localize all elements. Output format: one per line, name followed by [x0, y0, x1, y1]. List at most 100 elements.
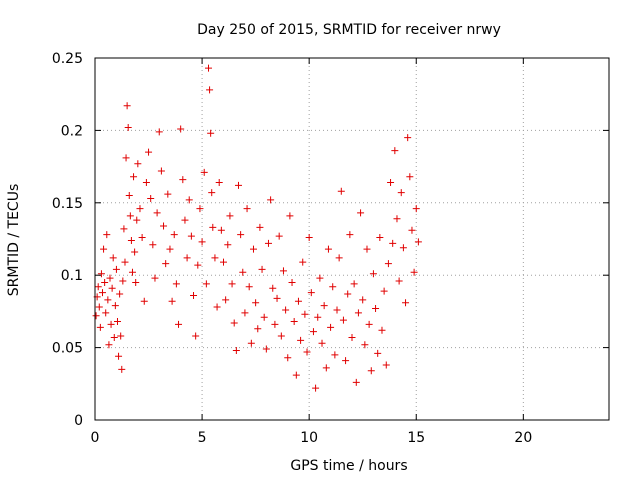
plot-frame [94, 57, 610, 421]
data-point [125, 192, 133, 200]
data-point [116, 290, 124, 298]
data-point [292, 371, 300, 379]
x-tick-label: 0 [91, 430, 100, 446]
data-point [331, 351, 339, 359]
data-point [206, 86, 214, 94]
data-point [232, 346, 240, 354]
data-point [155, 128, 163, 136]
data-point [162, 260, 170, 268]
data-point [254, 325, 262, 333]
y-tick-label: 0.1 [61, 268, 83, 284]
data-point [372, 305, 380, 313]
x-tick-label: 20 [514, 430, 532, 446]
data-point [130, 173, 138, 181]
data-point [215, 179, 223, 187]
data-point [121, 258, 129, 266]
data-point [177, 125, 185, 133]
data-point [230, 319, 238, 327]
data-point [410, 268, 418, 276]
data-point [211, 254, 219, 262]
data-point [327, 323, 335, 331]
data-point [213, 303, 221, 311]
data-point [384, 260, 392, 268]
data-point [147, 194, 155, 202]
data-point [350, 280, 358, 288]
data-point [249, 245, 257, 253]
data-point [192, 332, 200, 340]
data-point [271, 320, 279, 328]
data-point [183, 254, 191, 262]
data-point [134, 160, 142, 168]
data-point [395, 277, 403, 285]
data-point [175, 320, 183, 328]
data-point [228, 280, 236, 288]
x-axis-label: GPS time / hours [290, 458, 407, 474]
data-point [226, 212, 234, 220]
data-point [359, 296, 367, 304]
data-point [402, 299, 410, 307]
x-tick-label: 5 [198, 430, 207, 446]
data-point [305, 234, 313, 242]
data-point [241, 309, 249, 317]
data-point [205, 64, 213, 72]
data-point [376, 234, 384, 242]
x-tick-label: 15 [407, 430, 425, 446]
data-point [414, 238, 422, 246]
data-point [245, 283, 253, 291]
data-point [389, 239, 397, 247]
data-point [105, 341, 113, 349]
data-point [157, 167, 165, 175]
data-point [243, 205, 251, 213]
data-point [277, 332, 285, 340]
data-point [166, 245, 174, 253]
data-point [374, 349, 382, 357]
data-point [209, 223, 217, 231]
data-point [320, 302, 328, 310]
data-point [126, 212, 134, 220]
data-point [170, 231, 178, 239]
data-point [335, 254, 343, 262]
data-point [322, 364, 330, 372]
data-point [106, 274, 114, 282]
data-point [138, 234, 146, 242]
data-point [136, 205, 144, 213]
data-point [145, 148, 153, 156]
y-tick-label: 0.25 [52, 51, 83, 67]
data-point [314, 313, 322, 321]
data-point [290, 318, 298, 326]
data-point [393, 215, 401, 223]
y-tick-label: 0.05 [52, 341, 83, 357]
data-point [115, 352, 123, 360]
data-point [172, 280, 180, 288]
data-point [391, 147, 399, 155]
data-point [299, 258, 307, 266]
data-point [200, 168, 208, 176]
data-point [179, 176, 187, 184]
data-point [127, 236, 135, 244]
data-point [318, 339, 326, 347]
data-point [95, 303, 103, 311]
data-point [301, 310, 309, 318]
data-point [365, 320, 373, 328]
data-point [382, 361, 390, 369]
data-point [294, 297, 302, 305]
data-point [234, 181, 242, 189]
data-point [117, 332, 125, 340]
data-point [337, 187, 345, 195]
data-point [97, 270, 105, 278]
data-point [252, 299, 260, 307]
data-point [339, 316, 347, 324]
data-point [297, 336, 305, 344]
y-tick-label: 0.15 [52, 196, 83, 212]
data-point [329, 283, 337, 291]
data-point [258, 265, 266, 273]
data-point [151, 274, 159, 282]
data-point [108, 284, 116, 292]
data-point [98, 289, 106, 297]
data-point [120, 225, 128, 233]
data-point [363, 245, 371, 253]
data-point [344, 290, 352, 298]
data-point [342, 357, 350, 365]
data-point [333, 306, 341, 314]
data-point [324, 245, 332, 253]
